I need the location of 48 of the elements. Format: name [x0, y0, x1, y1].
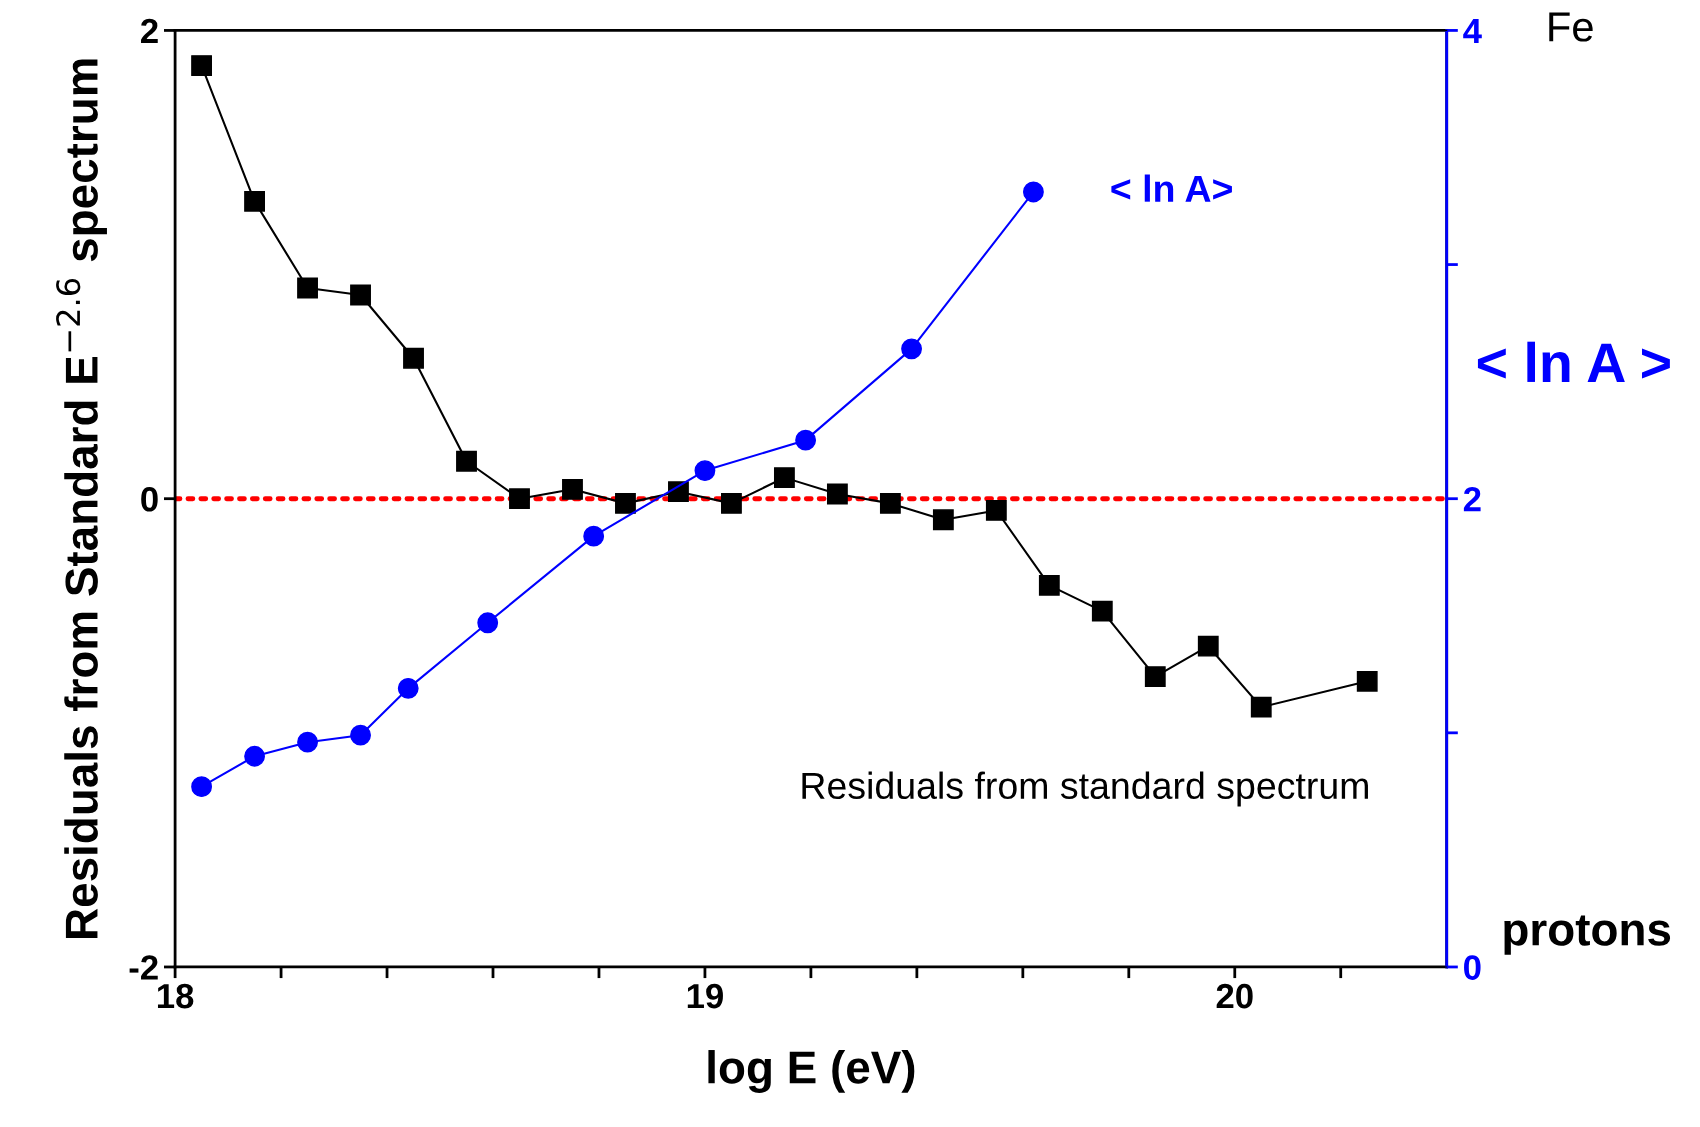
- point: [615, 492, 636, 514]
- point: [985, 499, 1007, 521]
- point: [1038, 574, 1060, 596]
- point: [456, 450, 477, 472]
- text: Fe: [1549, 12, 1593, 42]
- y2-tick-label: 0: [1464, 955, 1481, 980]
- point: [350, 724, 371, 746]
- point: [1250, 696, 1272, 718]
- point: [795, 429, 817, 451]
- point: [901, 338, 922, 360]
- y-tick-label: -2: [129, 955, 158, 980]
- point: [477, 612, 499, 634]
- y2-axis-title: < ln A >: [1477, 341, 1670, 382]
- point: [191, 55, 213, 76]
- y2-tick-label: 4: [1463, 19, 1482, 44]
- point: [244, 190, 265, 212]
- point: [191, 776, 213, 798]
- series-label: < ln A>: [1111, 174, 1232, 202]
- point: [397, 677, 419, 699]
- point: [403, 347, 424, 369]
- point: [1023, 181, 1044, 203]
- y2-tick-label: 2: [1463, 487, 1481, 512]
- point: [773, 467, 795, 489]
- point: [244, 745, 265, 767]
- y-axis-title: Residuals from Standard E$^{−2.6}$ spectrum: [56, 59, 107, 938]
- y-tick-label: 2: [141, 18, 158, 44]
- point: [932, 509, 954, 531]
- point: [297, 731, 318, 753]
- x-tick-label: 19: [687, 983, 723, 1009]
- point: [826, 483, 848, 505]
- point: [509, 488, 530, 510]
- point: [350, 284, 371, 306]
- text: Residuals from standard spectrum: [802, 771, 1368, 807]
- x-tick-label: 20: [1216, 983, 1253, 1009]
- point: [879, 492, 901, 514]
- text: protons: [1504, 915, 1671, 955]
- point: [1144, 666, 1166, 688]
- point: [583, 525, 605, 547]
- point: [1197, 635, 1219, 657]
- point: [721, 492, 742, 514]
- point: [562, 478, 583, 500]
- point: [694, 460, 716, 482]
- point: [297, 277, 318, 299]
- x-tick-label: 18: [157, 983, 194, 1009]
- x-axis-title: log E (eV): [708, 1050, 915, 1093]
- y-tick-label: 0: [141, 487, 158, 512]
- point: [1091, 600, 1113, 622]
- point: [1356, 670, 1378, 692]
